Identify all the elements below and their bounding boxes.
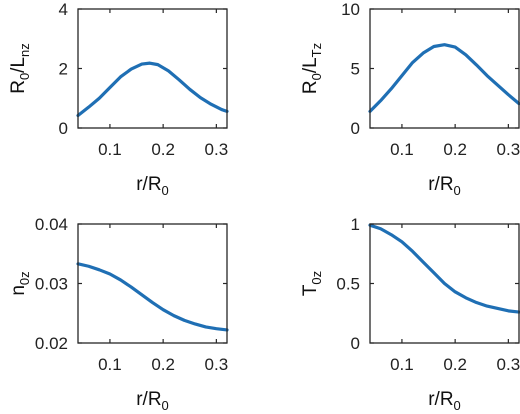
y-tick-label: 0.04 [35, 215, 68, 234]
y-axis-label: R0/Lnz [8, 43, 32, 94]
x-axis-label-main: r/R [428, 389, 453, 410]
y-axis-label-main: R [8, 80, 29, 94]
y-axis-label: T0z [300, 271, 324, 296]
series-line-n0z [76, 262, 229, 332]
x-axis-label: r/R0 [428, 174, 461, 198]
x-tick-label: 0.1 [98, 355, 122, 374]
x-tick-label: 0.3 [205, 355, 229, 374]
x-tick-label: 0.2 [443, 355, 467, 374]
y-tick-label: 0 [351, 119, 360, 138]
x-tick-label: 0.3 [497, 355, 520, 374]
x-tick-label: 0.1 [98, 140, 122, 159]
y-axis-label-middle: /L [300, 57, 321, 73]
series-line-r0-over-ltz [368, 43, 520, 113]
x-axis-label-subscript: 0 [162, 183, 169, 198]
x-tick-label: 0.2 [151, 355, 175, 374]
x-axis-label-subscript: 0 [454, 398, 461, 413]
x-tick-label: 0.3 [497, 140, 520, 159]
axes-box [77, 8, 228, 129]
panel-n0z: 0.1 0.2 0.3 0.02 0.03 0.04 r/R0 n0z [8, 215, 229, 413]
x-axis-label-subscript: 0 [162, 398, 169, 413]
y-axis-label-subscript: 0z [17, 271, 32, 285]
series-line-r0-over-lnz [76, 61, 229, 118]
y-tick-label: 1 [351, 215, 360, 234]
x-axis-label-main: r/R [136, 389, 161, 410]
y-axis-label-main: n [8, 285, 29, 296]
y-axis-label-subscript: 0 [309, 73, 324, 80]
x-axis-label: r/R0 [136, 389, 169, 413]
y-axis-label: R0/LTz [300, 43, 324, 94]
y-tick-label: 0.5 [336, 275, 360, 294]
y-axis-label-main: T [300, 284, 321, 296]
series-line-t0z [368, 223, 520, 314]
y-axis-label: n0z [8, 271, 32, 295]
x-tick-label: 0.1 [390, 355, 414, 374]
y-tick-label: 2 [59, 60, 68, 79]
x-axis-label-subscript: 0 [454, 183, 461, 198]
y-axis-label-subscript: 0 [17, 73, 32, 80]
y-tick-label: 5 [351, 60, 360, 79]
x-tick-label: 0.2 [443, 140, 467, 159]
y-tick-label: 0 [351, 334, 360, 353]
y-axis-label-subscript-2: Tz [309, 43, 324, 57]
x-axis-label-main: r/R [136, 174, 161, 195]
y-axis-label-subscript-2: nz [17, 43, 32, 57]
y-tick-label: 10 [341, 0, 360, 19]
x-axis-label-main: r/R [428, 174, 453, 195]
x-axis-label: r/R0 [136, 174, 169, 198]
x-tick-label: 0.2 [151, 140, 175, 159]
y-axis-label-subscript: 0z [309, 271, 324, 285]
x-axis-label: r/R0 [428, 389, 461, 413]
y-axis-label-middle: /L [8, 57, 29, 73]
y-tick-label: 0 [59, 119, 68, 138]
axes-box [369, 8, 520, 129]
x-tick-label: 0.1 [390, 140, 414, 159]
y-tick-label: 0.02 [35, 334, 68, 353]
y-tick-label: 0.03 [35, 275, 68, 294]
x-tick-label: 0.3 [205, 140, 229, 159]
y-tick-label: 4 [59, 0, 68, 19]
y-axis-label-main: R [300, 80, 321, 94]
